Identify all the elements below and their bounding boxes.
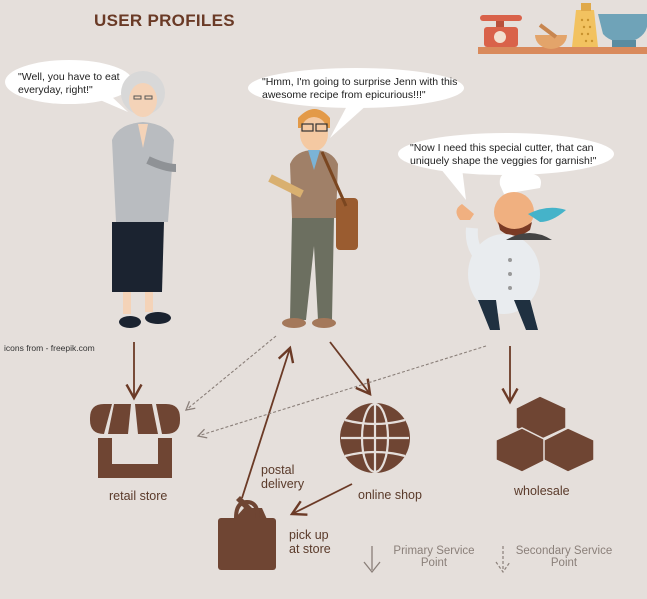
online-shop-label: online shop xyxy=(358,488,422,502)
chef-figure xyxy=(456,168,566,330)
bag-icon xyxy=(218,496,276,570)
speech-bubble-young-man xyxy=(248,68,464,138)
arrow-pickup-to-young xyxy=(241,345,295,499)
arrow-young-to-online xyxy=(329,341,372,396)
pick-up-label: pick up at store xyxy=(289,528,331,556)
retail-store-label: retail store xyxy=(109,489,168,503)
wholesale-label: wholesale xyxy=(514,484,570,498)
legend-secondary-label: Secondary Service Point xyxy=(515,545,613,569)
globe-icon xyxy=(340,402,410,474)
quote-elderly-woman: "Well, you have to eat everyday, right!" xyxy=(18,71,120,96)
legend-primary-label: Primary Service Point xyxy=(393,545,475,569)
arrow-online-to-pickup xyxy=(289,483,353,516)
kitchen-shelf-illustration xyxy=(478,3,647,54)
elderly-woman-figure xyxy=(112,71,177,328)
legend-primary-arrow xyxy=(363,546,381,574)
young-man-figure xyxy=(268,109,358,328)
boxes-icon xyxy=(495,395,595,473)
arrow-young-to-retail xyxy=(184,335,277,411)
arrow-chef-to-retail xyxy=(196,345,487,439)
page-title: USER PROFILES xyxy=(94,11,235,30)
speech-bubble-chef xyxy=(398,133,614,200)
speech-bubble-elderly xyxy=(5,60,133,112)
legend-secondary-arrow xyxy=(495,546,511,574)
quote-chef: "Now I need this special cutter, that ca… xyxy=(410,142,597,167)
store-icon xyxy=(90,404,180,478)
primary-arrows xyxy=(125,341,519,516)
quote-young-man: "Hmm, I'm going to surprise Jenn with th… xyxy=(262,76,458,101)
icon-credit: icons from - freepik.com xyxy=(4,343,95,353)
secondary-arrows xyxy=(184,335,487,439)
postal-delivery-label: postal delivery xyxy=(261,463,305,491)
